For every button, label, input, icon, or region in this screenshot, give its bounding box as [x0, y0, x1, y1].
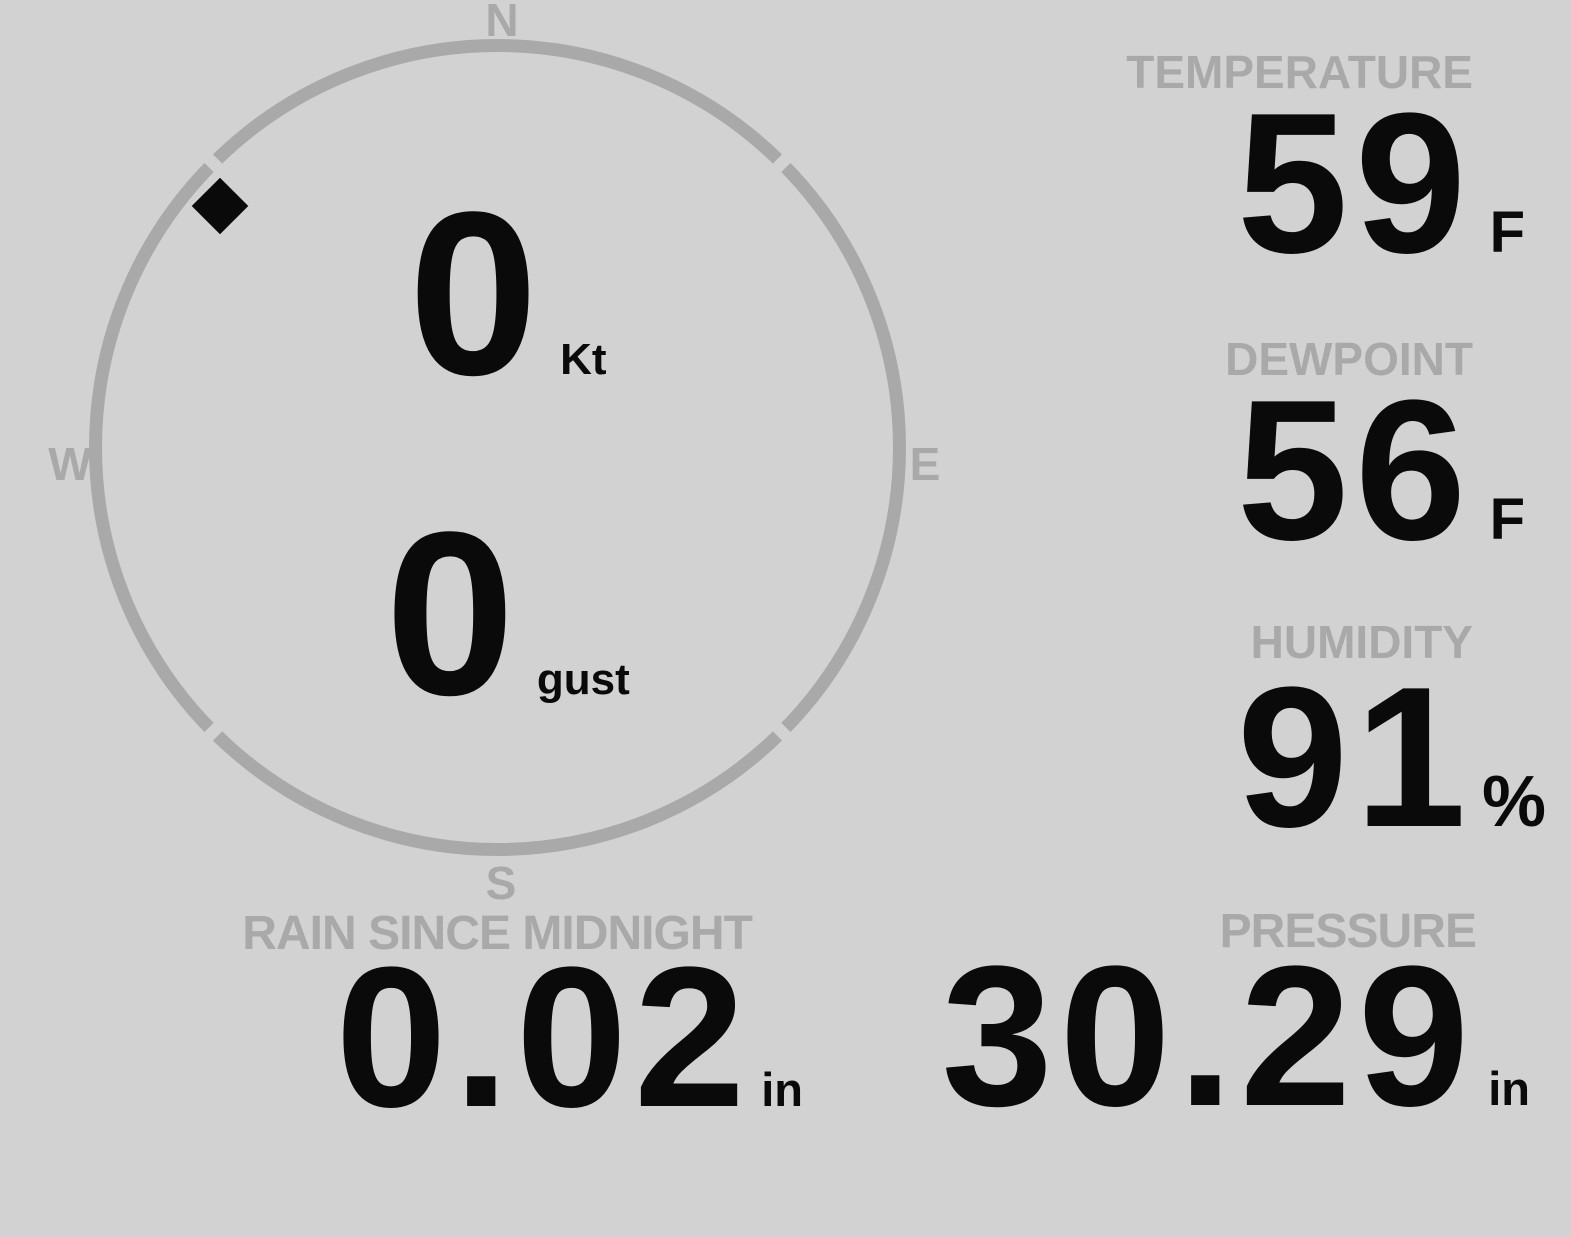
pressure-label: PRESSURE	[1219, 905, 1477, 958]
compass-cardinal-north: N	[485, 0, 519, 46]
compass-cardinal-south: S	[485, 857, 517, 909]
dewpoint-value-row: 56 F	[1237, 371, 1525, 571]
temperature-metric: TEMPERATURE 59 F	[1126, 49, 1525, 284]
dewpoint-unit: F	[1489, 487, 1525, 552]
compass-gap-nw	[190, 140, 237, 187]
wind-gust-value: 0	[385, 484, 515, 744]
humidity-label-row: HUMIDITY	[1251, 619, 1546, 665]
compass-gap-sw	[190, 708, 237, 755]
wind-compass-ring	[89, 39, 906, 856]
pressure-value-row: 30.29 in	[942, 937, 1531, 1137]
compass-gap-se	[758, 708, 805, 755]
temperature-value: 59	[1236, 72, 1473, 295]
pressure-value: 30.29	[941, 925, 1476, 1148]
compass-cardinal-west: W	[48, 438, 92, 490]
humidity-label: HUMIDITY	[1250, 616, 1473, 668]
wind-speed-readout: 0 Kt	[105, 178, 910, 411]
dewpoint-metric: DEWPOINT 56 F	[1225, 336, 1525, 571]
compass-circle	[89, 39, 906, 856]
rain-since-midnight-unit: in	[761, 1063, 803, 1116]
dewpoint-label: DEWPOINT	[1225, 333, 1473, 385]
rain-since-midnight-metric: RAIN SINCE MIDNIGHT 0.02 in	[242, 910, 803, 1138]
pressure-unit: in	[1488, 1062, 1530, 1115]
pressure-metric: PRESSURE 30.29 in	[942, 908, 1531, 1137]
rain-value-row: 0.02 in	[336, 938, 803, 1138]
temperature-label: TEMPERATURE	[1126, 46, 1473, 98]
wind-speed-value: 0	[408, 164, 539, 424]
dewpoint-label-row: DEWPOINT	[1225, 336, 1525, 382]
temperature-unit: F	[1489, 200, 1525, 265]
wind-speed-unit: Kt	[560, 335, 607, 384]
dewpoint-value: 56	[1236, 359, 1473, 582]
temperature-label-row: TEMPERATURE	[1126, 49, 1525, 95]
humidity-unit: %	[1481, 762, 1546, 842]
pressure-label-row: PRESSURE	[1220, 908, 1530, 956]
wind-gust-readout: 0 gust	[105, 498, 910, 731]
temperature-value-row: 59 F	[1237, 84, 1525, 284]
rain-label-row: RAIN SINCE MIDNIGHT	[242, 910, 803, 958]
wind-gust-unit: gust	[536, 655, 630, 704]
compass-gap-ne	[758, 140, 805, 187]
humidity-value: 91	[1236, 646, 1473, 869]
humidity-metric: HUMIDITY 91 %	[1237, 619, 1546, 858]
humidity-value-row: 91 %	[1237, 658, 1546, 858]
rain-since-midnight-label: RAIN SINCE MIDNIGHT	[242, 907, 753, 960]
compass-cardinal-east: E	[909, 438, 941, 490]
rain-since-midnight-value: 0.02	[335, 926, 752, 1149]
